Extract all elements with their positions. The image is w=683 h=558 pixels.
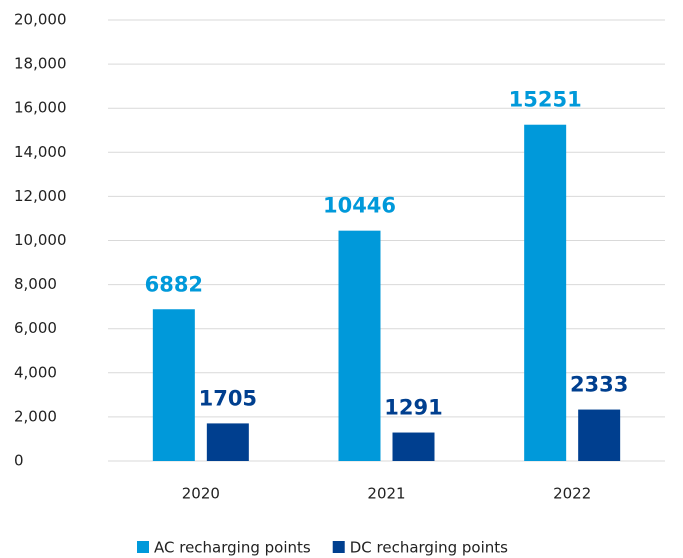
bar: [578, 409, 621, 461]
bar: [524, 124, 567, 461]
y-tick-label: 14,000: [14, 143, 67, 161]
y-tick-label: 20,000: [14, 11, 67, 29]
y-tick-label: 4,000: [14, 363, 57, 381]
legend-swatch: [332, 541, 345, 553]
value-label: 1705: [199, 386, 257, 410]
bar: [392, 432, 435, 461]
y-tick-label: 8,000: [14, 275, 57, 293]
y-tick-label: 12,000: [14, 187, 67, 205]
y-tick-label: 10,000: [14, 231, 67, 249]
y-tick-label: 16,000: [14, 99, 67, 117]
value-label: 6882: [145, 272, 203, 296]
y-tick-label: 2,000: [14, 407, 57, 425]
x-tick-label: 2021: [367, 485, 405, 503]
legend-swatch: [137, 541, 149, 553]
value-label: 2333: [570, 373, 628, 397]
bar: [206, 423, 249, 461]
bar: [152, 309, 195, 461]
y-tick-label: 0: [14, 452, 24, 470]
x-tick-label: 2022: [553, 485, 591, 503]
legend-label: DC recharging points: [350, 539, 508, 557]
legend-label: AC recharging points: [154, 539, 311, 557]
y-tick-label: 18,000: [14, 55, 67, 73]
bar: [338, 230, 381, 461]
x-tick-label: 2020: [182, 485, 220, 503]
value-label: 1291: [384, 396, 442, 420]
value-label: 15251: [509, 88, 582, 112]
value-label: 10446: [323, 194, 396, 218]
y-tick-label: 6,000: [14, 319, 57, 337]
